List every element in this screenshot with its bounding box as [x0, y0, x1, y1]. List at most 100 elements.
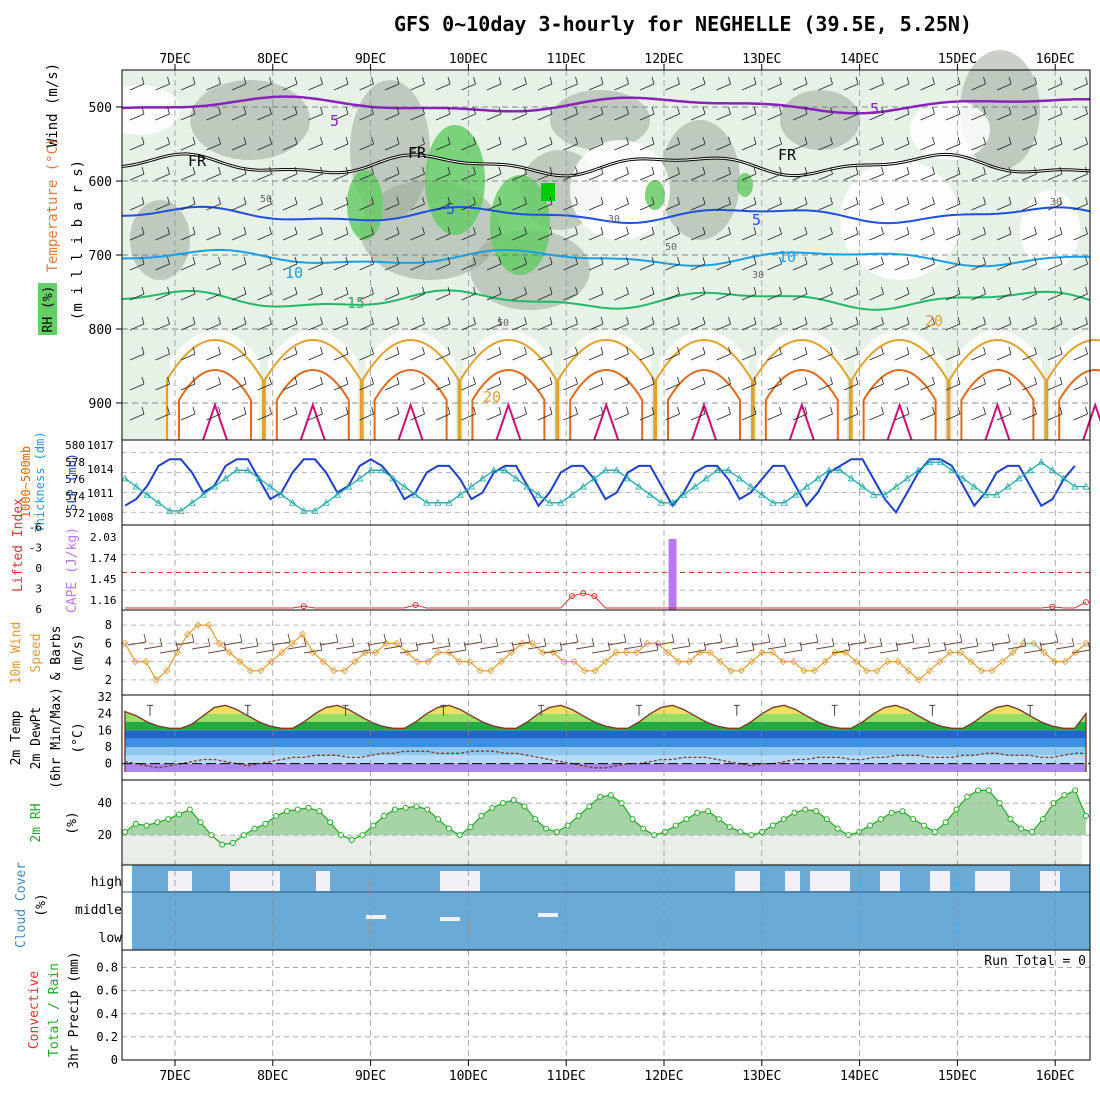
wind-barb-10m	[127, 641, 147, 646]
wind-barb	[971, 256, 986, 271]
wind-barb	[920, 316, 935, 331]
wind-barb-shaft	[639, 203, 655, 211]
wind-barb	[869, 136, 884, 151]
wind-barb-flag	[881, 376, 884, 385]
wind-barb-flag	[932, 76, 935, 85]
wind-barb-flag	[371, 166, 374, 175]
wind-barb-flag	[728, 106, 731, 115]
wind-barb-flag	[600, 316, 604, 325]
wind-barb	[231, 166, 247, 181]
wind-barb-shaft	[665, 263, 680, 271]
wind-barb	[588, 346, 604, 361]
wind-barb-flag	[320, 406, 323, 415]
thickness-marker	[1082, 482, 1090, 490]
wind-barb	[206, 76, 221, 91]
contour-25	[862, 369, 937, 440]
wind-barb-shaft	[333, 323, 349, 331]
wind-barb	[996, 76, 1012, 91]
wind-barb	[1047, 226, 1063, 241]
wind-barb-shaft	[767, 143, 782, 151]
wind-barb	[461, 196, 476, 211]
wind-barb-flag	[1008, 76, 1012, 85]
rh-marker	[553, 828, 560, 835]
wind-barb-shaft	[996, 173, 1012, 181]
wind-barb-flag	[983, 256, 986, 265]
wind-speed-marker	[601, 658, 610, 666]
wind-barb-shaft	[410, 173, 425, 181]
wind-barb	[996, 256, 1012, 271]
wind-barb-shaft	[1073, 323, 1088, 331]
wind-barb-shaft	[231, 353, 247, 361]
wind-barb-shaft	[333, 143, 349, 151]
contour-label: FR	[778, 146, 797, 164]
wind-barb	[512, 376, 527, 391]
wind-speed-marker	[434, 648, 442, 657]
rh-marker	[154, 819, 161, 826]
wind-barb	[410, 376, 425, 391]
li-tick-label: -6	[29, 521, 42, 534]
wind-barb-shaft	[461, 143, 476, 151]
wind-barb-flag	[243, 106, 247, 115]
wind-barb	[843, 106, 859, 121]
wind-barb	[690, 316, 706, 331]
wind-barb	[257, 406, 272, 421]
wind-barb-shaft	[971, 323, 986, 331]
wind-barb	[767, 166, 782, 181]
contour-label: FR	[188, 152, 207, 170]
wind-barb	[971, 376, 986, 391]
wind-barb	[996, 346, 1012, 361]
wind-barb	[435, 136, 451, 151]
wind-barb	[512, 76, 527, 91]
wind-barb-flag	[728, 256, 731, 265]
wind-barb-shaft	[588, 323, 604, 331]
wind-speed-marker	[299, 630, 307, 638]
wind-barb-flag	[167, 376, 170, 385]
wind-axis-label-3: & Barbs	[49, 626, 64, 681]
wind-barb-shaft	[920, 323, 935, 331]
wind-barb-shaft	[1047, 323, 1063, 331]
wind-barb-flag	[473, 376, 476, 385]
wind-barb-shaft	[818, 173, 833, 181]
wind-barb-flag	[498, 286, 502, 295]
wind-barb-flag	[881, 106, 884, 115]
wind-barb-flag	[906, 406, 910, 415]
wind-barb	[180, 406, 196, 421]
wind-barb-shaft	[155, 173, 170, 181]
wind-barb-flag	[269, 166, 272, 175]
wind-barb-shaft	[920, 293, 935, 301]
wind-barb-shaft	[180, 323, 196, 331]
wind-barb-flag	[983, 76, 986, 85]
wind-barb-shaft	[716, 173, 731, 181]
date-label-top: 7DEC	[159, 52, 190, 67]
wind-barb-flag	[192, 346, 196, 355]
wind-barb-flag	[1059, 406, 1063, 415]
wind-barb-shaft	[257, 323, 272, 331]
wind-barb	[716, 106, 731, 121]
wind-barb-shaft	[384, 353, 400, 361]
wind-barb-flag	[524, 106, 527, 115]
wind-barb-flag	[906, 286, 910, 295]
wind-barb-10m	[1023, 649, 1043, 654]
wind-barb-shaft	[563, 293, 578, 301]
wind-barb	[1073, 166, 1088, 181]
wind-barb-shaft	[894, 113, 910, 121]
rh-marker	[1061, 792, 1068, 799]
wind-barb-shaft	[308, 83, 323, 91]
wind-barb-shaft	[894, 293, 910, 301]
wind-barb	[512, 226, 527, 241]
wind-speed-marker	[581, 667, 589, 675]
wind-barb	[282, 256, 298, 271]
wind-barb	[231, 196, 247, 211]
wind-barb	[792, 406, 808, 421]
wind-barb-10m	[1007, 645, 1027, 650]
wind-barb-shaft	[792, 413, 808, 421]
wind-barb-flag	[371, 196, 374, 205]
wind-barb-flag	[243, 406, 247, 415]
wind-barb	[231, 76, 247, 91]
wind-barb	[359, 406, 374, 421]
wind-barb	[869, 196, 884, 211]
thickness-marker	[177, 507, 185, 514]
wind-barb-shaft	[435, 83, 451, 91]
wind-barb-flag	[141, 166, 145, 175]
wind-barb	[1073, 136, 1088, 151]
